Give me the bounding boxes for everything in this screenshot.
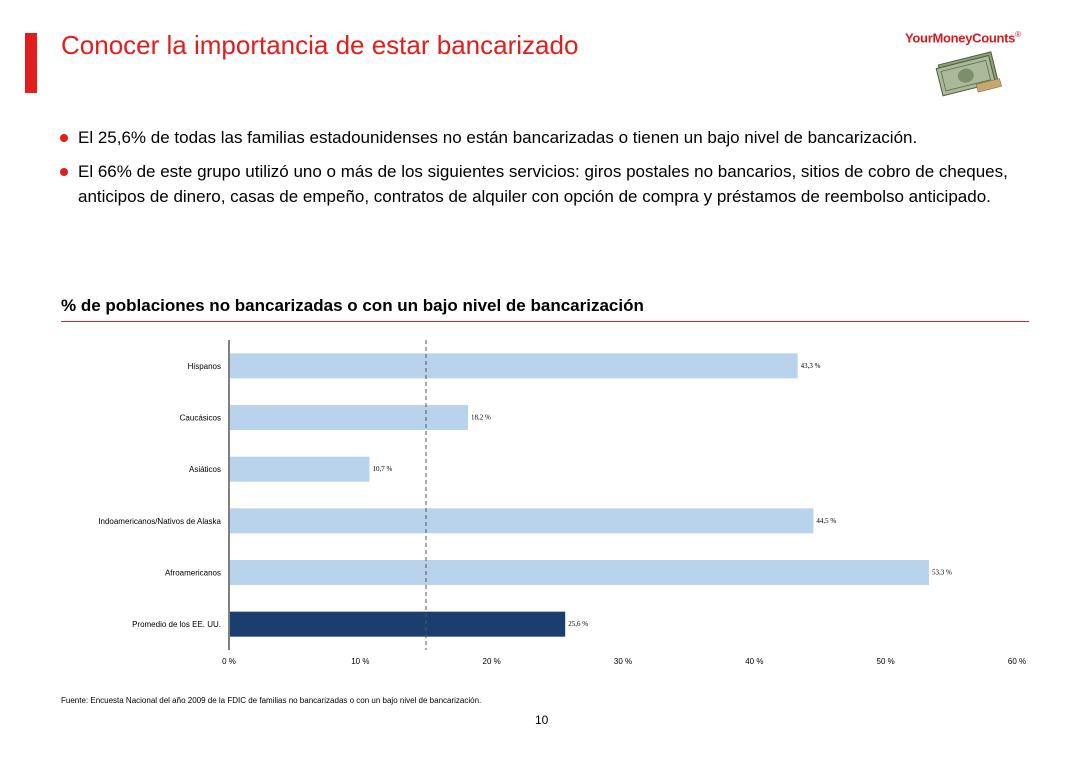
logo: YourMoneyCounts® — [905, 30, 1040, 100]
y-tick-label: Asiáticos — [189, 465, 221, 474]
x-tick-label: 30 % — [614, 657, 632, 666]
x-tick-label: 20 % — [483, 657, 501, 666]
y-tick-label: Afroamericanos — [165, 569, 221, 578]
data-label: 53,3 % — [932, 569, 952, 577]
x-tick-label: 0 % — [222, 657, 236, 666]
data-label: 44,5 % — [816, 517, 836, 525]
title-accent-bar — [25, 33, 37, 93]
page-title: Conocer la importancia de estar bancariz… — [61, 30, 579, 60]
y-tick-label: Promedio de los EE. UU. — [132, 620, 221, 629]
bullet-item: El 25,6% de todas las familias estadouni… — [60, 125, 1040, 150]
bullet-text: El 25,6% de todas las familias estadouni… — [78, 128, 918, 147]
logo-name: YourMoneyCounts — [905, 30, 1016, 46]
data-label: 25,6 % — [568, 620, 588, 628]
y-tick-label: Hispanos — [188, 362, 221, 371]
chart-heading-rule — [61, 321, 1029, 322]
bar — [230, 508, 814, 534]
y-tick-label: Indoamericanos/Nativos de Alaska — [98, 517, 221, 526]
logo-text: YourMoneyCounts® — [905, 30, 1021, 45]
bar — [230, 405, 469, 430]
data-label: 43,3 % — [801, 362, 821, 370]
x-tick-label: 50 % — [877, 657, 895, 666]
bullet-dot-icon — [60, 168, 68, 176]
bar — [230, 456, 370, 482]
x-tick-label: 60 % — [1008, 657, 1026, 666]
bar-chart: Hispanos 43,3 % Caucásicos 18,2 % Asiáticos 1… — [98, 340, 1026, 666]
money-bills-icon — [935, 51, 1002, 97]
bullet-text: El 66% de este grupo utilizó uno o más d… — [78, 162, 1008, 206]
bar — [230, 353, 798, 379]
bullet-item: El 66% de este grupo utilizó uno o más d… — [60, 159, 1040, 209]
source-note: Fuente: Encuesta Nacional del año 2009 d… — [61, 696, 482, 705]
page-number: 10 — [535, 713, 549, 727]
data-label: 18,2 % — [471, 414, 491, 422]
bar — [230, 611, 566, 637]
bullet-list: El 25,6% de todas las familias estadouni… — [60, 125, 1040, 218]
data-label: 10,7 % — [373, 465, 393, 473]
x-tick-label: 10 % — [351, 657, 369, 666]
bar — [230, 560, 930, 585]
bullet-dot-icon — [60, 134, 68, 142]
logo-registered-mark: ® — [1015, 30, 1021, 39]
x-tick-label: 40 % — [745, 657, 763, 666]
y-tick-label: Caucásicos — [180, 414, 221, 423]
chart-heading: % de poblaciones no bancarizadas o con u… — [61, 296, 644, 315]
